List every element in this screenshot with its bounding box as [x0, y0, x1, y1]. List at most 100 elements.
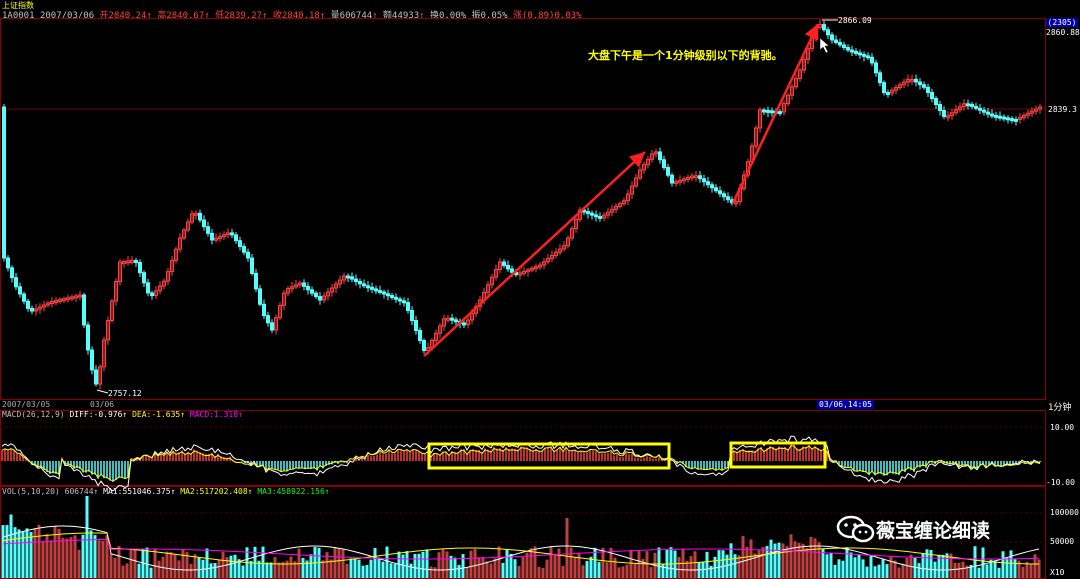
volume-bar — [685, 560, 689, 578]
vol-100k-label: 100000 — [1050, 508, 1079, 517]
price-candle — [302, 282, 306, 287]
price-candle — [318, 296, 322, 301]
volume-bar — [277, 562, 281, 578]
volume-bar — [121, 565, 125, 578]
price-candle — [66, 297, 70, 301]
volume-bar — [117, 546, 121, 578]
price-candle — [686, 176, 690, 180]
volume-bar — [157, 560, 161, 578]
volume-bar — [457, 564, 461, 578]
volume-bar — [361, 565, 365, 578]
price-candle — [274, 317, 278, 331]
price-high-label: 2860.88 — [1046, 28, 1080, 37]
price-candle — [634, 177, 638, 187]
volume-bar — [553, 554, 557, 578]
volume-bar — [833, 564, 837, 578]
price-candle — [250, 257, 254, 274]
price-candle — [78, 294, 82, 298]
price-candle — [218, 235, 222, 239]
price-candle — [118, 261, 122, 282]
price-candle — [330, 287, 334, 293]
price-candle — [254, 272, 258, 290]
price-candle — [1018, 116, 1022, 120]
price-candle — [958, 106, 962, 111]
volume-bar — [185, 552, 189, 578]
price-candle — [766, 109, 770, 113]
price-candle — [74, 295, 78, 299]
period-label[interactable]: 1分钟 — [1048, 403, 1072, 413]
price-candle — [106, 320, 110, 341]
volume-bar — [585, 561, 589, 578]
price-panel[interactable] — [0, 18, 1046, 400]
volume-bar — [77, 549, 81, 578]
price-candle — [822, 24, 826, 31]
volume-bar — [521, 556, 525, 578]
vol-unit-label: X10 — [1050, 568, 1065, 577]
price-candle — [662, 159, 666, 168]
price-candle — [890, 89, 894, 94]
price-candle — [934, 98, 938, 105]
volume-bar — [169, 552, 173, 578]
price-candle — [694, 175, 698, 179]
price-candle — [386, 293, 390, 297]
volume-bar — [1013, 559, 1017, 578]
vol-value: 606744↑ — [64, 487, 99, 496]
volume-bar — [229, 555, 233, 578]
volume-bar — [541, 567, 545, 578]
volume-bar — [637, 550, 641, 578]
volume-bar — [301, 557, 305, 578]
macd-diff: DIFF:-0.976↑ — [69, 410, 128, 419]
price-candle — [818, 24, 822, 28]
price-candle — [954, 109, 958, 114]
volume-bar — [353, 558, 357, 578]
volume-bar — [1025, 561, 1029, 578]
price-candle — [186, 221, 190, 231]
volume-bar — [113, 557, 117, 578]
price-candle — [506, 264, 510, 270]
price-candle — [666, 166, 670, 176]
volume-bar — [265, 562, 269, 578]
price-candle — [758, 109, 762, 129]
volume-bar — [1037, 559, 1041, 578]
price-candle — [18, 286, 22, 295]
price-candle — [982, 109, 986, 113]
price-candle — [450, 317, 454, 321]
volume-bar — [465, 567, 469, 578]
price-candle — [178, 237, 182, 250]
price-candle — [442, 318, 446, 327]
price-candle — [310, 289, 314, 294]
volume-bar — [901, 563, 905, 578]
vol-50k-label: 50000 — [1050, 537, 1075, 546]
volume-bar — [129, 550, 133, 578]
vol-header: VOL(5,10,20) 606744↑ MA1:551046.375↑ MA2… — [2, 487, 330, 496]
price-candle — [834, 39, 838, 43]
volume-bar — [1, 525, 5, 578]
volume-bar — [849, 552, 853, 578]
price-candle — [202, 219, 206, 228]
symbol-tag: (2305) — [1046, 18, 1078, 27]
price-candle — [534, 266, 538, 270]
price-candle — [266, 315, 270, 324]
price-candle — [710, 184, 714, 189]
macd-panel[interactable] — [0, 410, 1046, 486]
price-candle — [82, 294, 86, 326]
price-candle — [894, 87, 898, 91]
volume-bar — [105, 535, 109, 578]
volume-bar — [733, 554, 737, 578]
volume-bar — [5, 525, 9, 578]
price-candle — [690, 175, 694, 179]
macd-header: MACD(26,12,9) DIFF:-0.976↑ DEA:-1.635↑ M… — [2, 410, 243, 419]
price-candle — [338, 279, 342, 285]
volume-bar — [981, 547, 985, 578]
volume-bar — [693, 551, 697, 578]
volume-bar — [945, 553, 949, 578]
price-candle — [838, 42, 842, 46]
volume-bar — [209, 563, 213, 578]
price-candle — [174, 248, 178, 261]
volume-bar — [533, 546, 537, 578]
volume-bar — [509, 553, 513, 578]
price-candle — [786, 94, 790, 105]
volume-bar — [889, 556, 893, 578]
macd-highlight-box-1 — [427, 442, 671, 470]
